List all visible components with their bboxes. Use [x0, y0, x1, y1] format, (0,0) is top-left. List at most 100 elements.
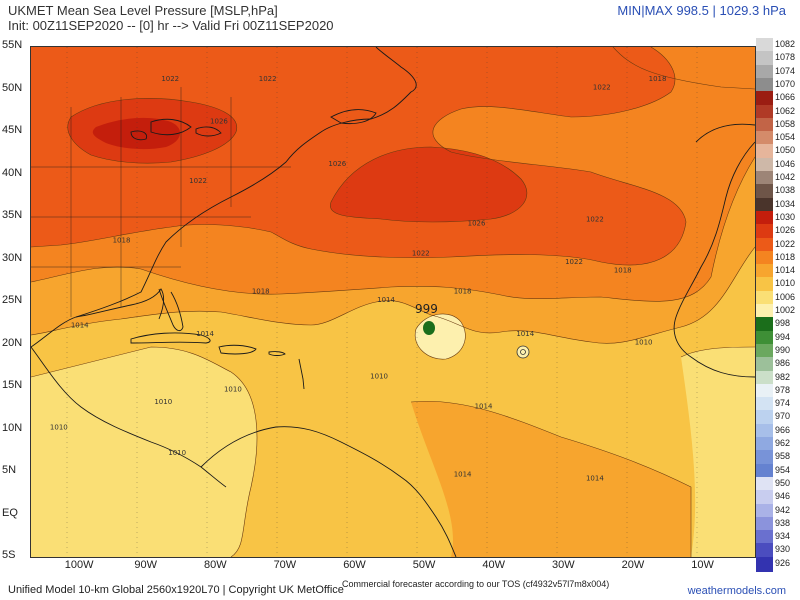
- graticule: [66, 47, 698, 557]
- isobar-label: 1022: [412, 249, 430, 257]
- isobar-label: 1022: [586, 215, 604, 223]
- legend-swatch: [756, 264, 773, 280]
- legend-row: 1022: [756, 237, 800, 253]
- legend-label: 946: [775, 491, 791, 502]
- legend-row: 946: [756, 490, 800, 506]
- tos-notice: Commercial forecaster according to our T…: [342, 579, 610, 589]
- band-1014-south: [411, 401, 691, 557]
- init-valid-line: Init: 00Z11SEP2020 -- [0] hr --> Valid F…: [8, 18, 334, 33]
- legend-row: 1062: [756, 104, 800, 120]
- lat-tick-label: EQ: [2, 506, 18, 519]
- legend-swatch: [756, 277, 773, 293]
- legend-label: 950: [775, 477, 791, 488]
- legend-row: 1002: [756, 304, 800, 319]
- lat-tick-label: 35N: [2, 209, 23, 221]
- legend-row: 1066: [756, 91, 800, 107]
- legend-row: 1030: [756, 210, 800, 226]
- low-center-label: 999: [415, 302, 438, 316]
- legend-swatch: [756, 410, 773, 426]
- legend-row: 934: [756, 530, 800, 546]
- legend-swatch: [756, 290, 773, 306]
- legend-label: 1054: [775, 132, 796, 143]
- legend-swatch: [756, 77, 773, 93]
- legend-row: 962: [756, 437, 800, 452]
- legend-row: 1018: [756, 250, 800, 266]
- legend-label: 990: [775, 344, 791, 355]
- brand-link[interactable]: weathermodels.com: [687, 585, 786, 597]
- legend-row: 1006: [756, 290, 800, 306]
- lon-tick-label: 20W: [621, 559, 645, 571]
- legend-row: 1078: [756, 51, 800, 67]
- iberia: [695, 123, 755, 143]
- lat-tick-label: 30N: [2, 251, 23, 264]
- lat-tick-label: 50N: [2, 81, 23, 94]
- south-america-coast: [200, 426, 457, 557]
- isobar-label: 1018: [252, 288, 270, 296]
- legend-swatch: [756, 157, 773, 173]
- legend-label: 1042: [775, 172, 796, 182]
- isobar-label: 1022: [565, 258, 583, 266]
- legend-label: 1078: [775, 52, 796, 63]
- canada-maritimes: [330, 109, 377, 124]
- legend-label: 1062: [775, 105, 796, 116]
- legend-row: 1082: [756, 38, 800, 53]
- legend-label: 942: [775, 504, 791, 515]
- legend-row: 978: [756, 383, 800, 399]
- legend-swatch: [756, 357, 773, 373]
- legend-swatch: [756, 64, 773, 80]
- legend-row: 1026: [756, 224, 800, 240]
- hispaniola: [218, 344, 257, 355]
- lon-tick-label: 60W: [343, 559, 366, 571]
- lat-tick-label: 5N: [2, 464, 17, 476]
- isobar-labels: 1022 1022 1026 1026 1026 1022 1022 1022 1022 1018…: [50, 75, 667, 483]
- map-canvas: 1022 1022 1026 1026 1026 1022 1022 1022 1022 1018…: [31, 47, 755, 557]
- isobar-label: 1014: [475, 402, 493, 410]
- isobar-label: 1026: [468, 220, 486, 228]
- mexico-central-america: [31, 346, 227, 488]
- legend-label: 1070: [775, 78, 796, 89]
- legend-swatch: [756, 184, 773, 200]
- legend-swatch: [756, 437, 773, 452]
- legend-row: 994: [756, 330, 800, 346]
- legend-label: 958: [775, 451, 791, 462]
- legend-row: 1014: [756, 264, 800, 280]
- legend-label: 994: [775, 331, 791, 342]
- legend-row: 970: [756, 410, 800, 426]
- lat-tick-label: 20N: [2, 336, 23, 349]
- legend-label: 1022: [775, 238, 796, 249]
- legend-swatch: [756, 250, 773, 266]
- pressure-center-labels: 999: [415, 302, 438, 316]
- legend-swatch: [756, 51, 773, 67]
- legend-swatch: [756, 197, 773, 213]
- africa-coast: [673, 141, 755, 378]
- legend-row: 1010: [756, 277, 800, 293]
- legend-label: 962: [775, 438, 791, 448]
- legend-row: 990: [756, 343, 800, 359]
- lat-tick-label: 40N: [2, 166, 23, 179]
- legend-row: 998: [756, 317, 800, 333]
- lat-tick-label: 5S: [2, 549, 16, 561]
- band-998-cyclone-core: [423, 321, 435, 335]
- isobar-label: 1026: [210, 118, 228, 126]
- legend-label: 1082: [775, 39, 796, 49]
- lon-tick-label: 80W: [203, 559, 227, 571]
- legend-label: 1058: [775, 118, 796, 129]
- lon-tick-label: 70W: [273, 559, 297, 571]
- legend-row: 1034: [756, 197, 800, 213]
- minor-low-ring: [516, 345, 530, 359]
- band-1006-north-south-america: [31, 347, 257, 557]
- legend-swatch: [756, 463, 773, 479]
- isobar-label: 1014: [586, 475, 604, 483]
- legend-swatch: [756, 237, 773, 253]
- great-lakes: [130, 118, 222, 141]
- legend-label: 954: [775, 464, 791, 475]
- legend-label: 1074: [775, 65, 796, 76]
- lon-tick-label: 50W: [412, 559, 436, 571]
- coastlines: [31, 47, 755, 557]
- isobar-label: 1018: [113, 237, 131, 245]
- legend-row: 966: [756, 423, 800, 439]
- legend-swatch: [756, 556, 773, 572]
- band-1022: [31, 47, 686, 266]
- lon-tick-label: 10W: [691, 559, 714, 571]
- isobar-label: 1018: [649, 75, 667, 83]
